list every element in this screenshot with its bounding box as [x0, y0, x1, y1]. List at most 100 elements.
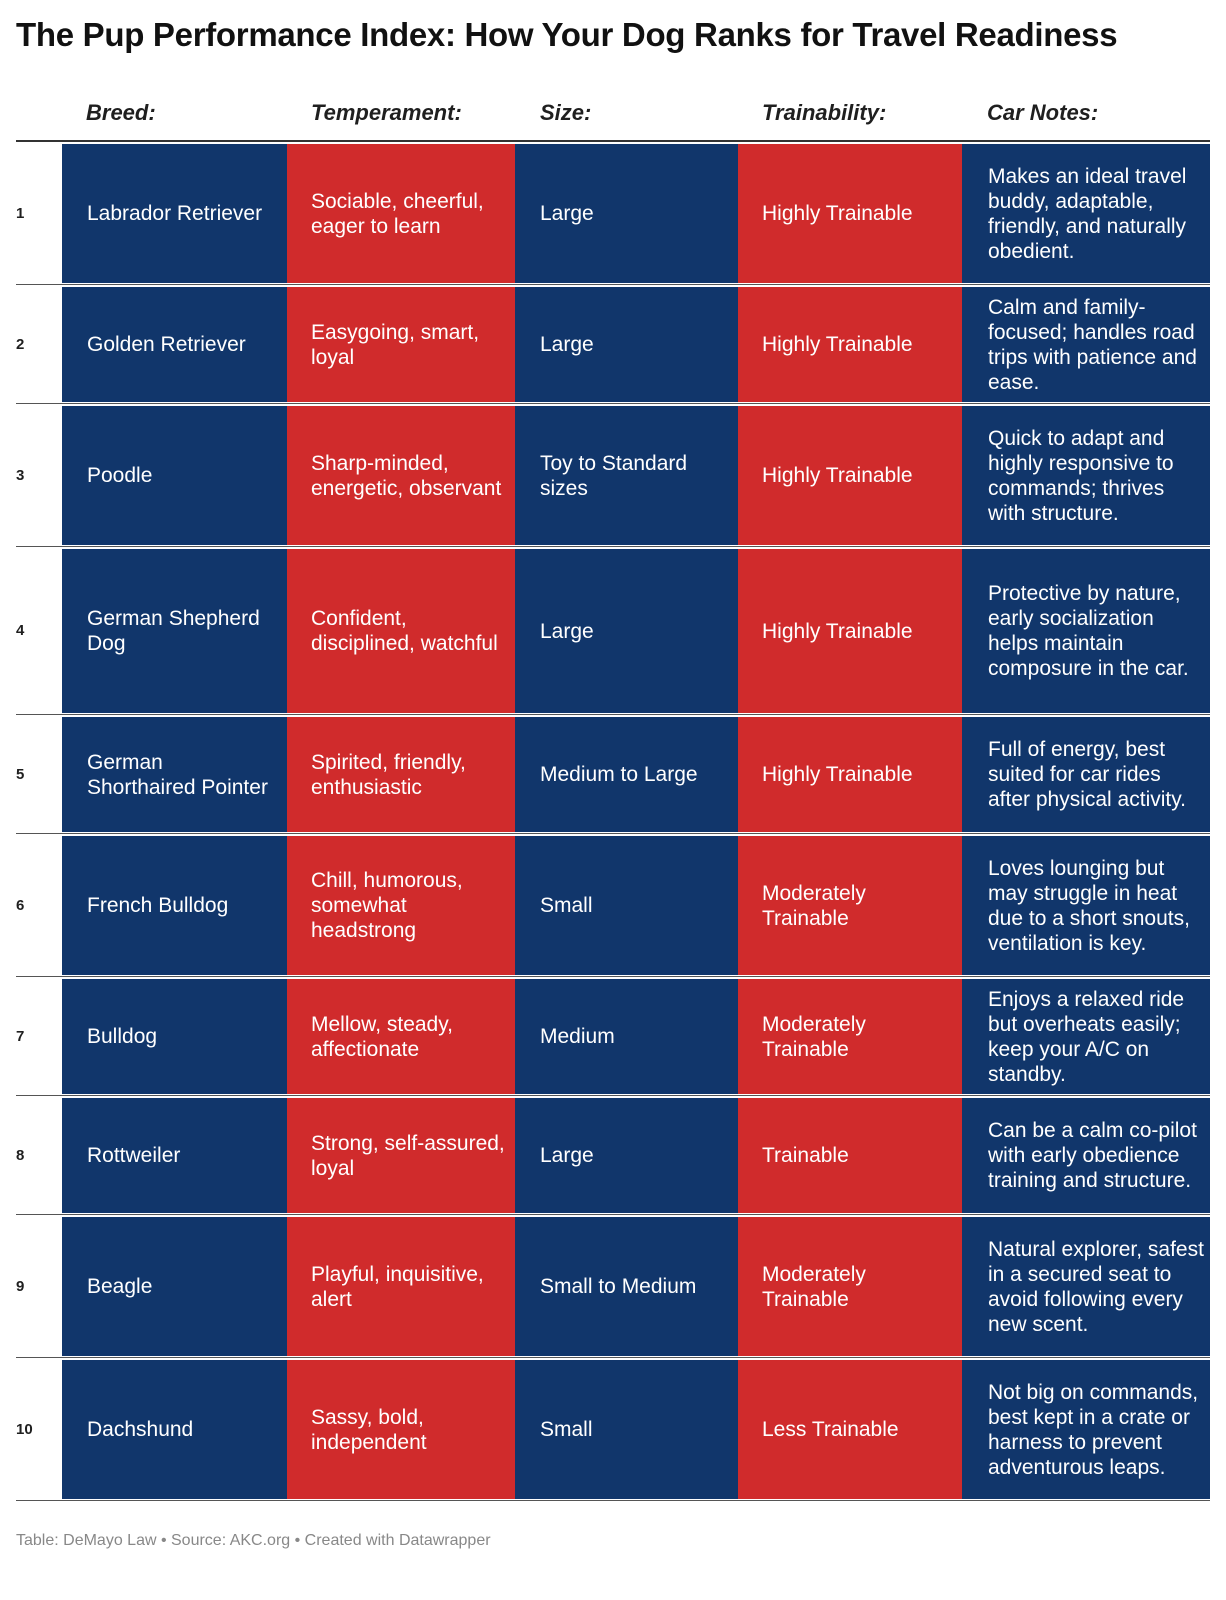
cell-size-text: Small	[540, 1418, 593, 1441]
table-row: 3 Poodle Sharp-minded, energetic, observan…	[16, 404, 1210, 547]
cell-temperament: Strong, self-assured, loyal	[287, 1098, 515, 1213]
cell-breed-text: German Shorthaired Pointer	[87, 750, 268, 799]
cell-temperament: Easygoing, smart, loyal	[287, 287, 515, 402]
cell-trainability-text: Moderately Trainable	[762, 1262, 866, 1311]
cell-size-text: Large	[540, 202, 594, 225]
cell-size-text: Large	[540, 1144, 594, 1167]
cell-size-text: Medium	[540, 1025, 615, 1048]
cell-size: Toy to Standard sizes	[515, 406, 738, 545]
row-rank: 2	[16, 335, 25, 353]
cell-car-notes-text: Full of energy, best suited for car ride…	[988, 738, 1187, 811]
cell-temperament: Chill, humorous, somewhat headstrong	[287, 836, 515, 975]
page-title: The Pup Performance Index: How Your Dog …	[16, 16, 1118, 53]
table-footer: Table: DeMayo Law • Source: AKC.org • Cr…	[16, 1532, 491, 1549]
cell-car-notes-text: Quick to adapt and highly responsive to …	[988, 426, 1174, 525]
cell-trainability-text: Moderately Trainable	[762, 1012, 866, 1061]
cell-trainability-text: Highly Trainable	[762, 619, 913, 643]
cell-size: Large	[515, 1098, 738, 1213]
cell-breed: Rottweiler	[62, 1098, 287, 1213]
table-body: 1 Labrador Retriever Sociable, cheerful, e…	[16, 142, 1210, 1501]
cell-size-text: Toy to Standard sizes	[540, 451, 688, 500]
cell-breed: Dachshund	[62, 1360, 287, 1499]
cell-trainability-text: Highly Trainable	[762, 202, 913, 225]
cell-breed-text: Labrador Retriever	[87, 202, 263, 225]
cell-temperament-text: Playful, inquisitive, alert	[311, 1262, 484, 1311]
cell-temperament-text: Mellow, steady, affectionate	[311, 1012, 454, 1061]
cell-temperament: Sharp-minded, energetic, observant	[287, 406, 515, 545]
cell-car-notes-text: Enjoys a relaxed ride but overheats easi…	[988, 987, 1185, 1086]
header-trainability: Trainability:	[762, 100, 887, 125]
cell-breed-text: Bulldog	[87, 1025, 158, 1048]
cell-car-notes: Protective by nature, early socializatio…	[962, 549, 1210, 713]
cell-breed-text: Rottweiler	[87, 1144, 181, 1167]
cell-trainability: Trainable	[738, 1098, 962, 1213]
cell-car-notes: Can be a calm co-pilot with early obedie…	[962, 1098, 1210, 1213]
table-row: 10 Dachshund Sassy, bold, independent Small…	[16, 1358, 1210, 1501]
cell-breed: French Bulldog	[62, 836, 287, 975]
cell-size: Large	[515, 549, 738, 713]
cell-car-notes-text: Calm and family-focused; handles road tr…	[988, 295, 1197, 394]
cell-size: Medium	[515, 979, 738, 1094]
cell-trainability: Highly Trainable	[738, 406, 962, 545]
cell-breed-text: Golden Retriever	[87, 333, 246, 356]
cell-breed: German Shorthaired Pointer	[62, 717, 287, 832]
cell-temperament-text: Chill, humorous, somewhat headstrong	[311, 869, 463, 942]
cell-trainability-text: Moderately Trainable	[762, 881, 866, 930]
cell-temperament-text: Sociable, cheerful, eager to learn	[311, 189, 484, 238]
header-car-notes: Car Notes:	[987, 100, 1099, 125]
cell-size-text: Small to Medium	[540, 1275, 697, 1298]
cell-size: Small	[515, 836, 738, 975]
row-rank: 7	[16, 1027, 25, 1045]
cell-car-notes: Makes an ideal travel buddy, adaptable, …	[962, 144, 1210, 283]
cell-trainability-text: Less Trainable	[762, 1418, 899, 1441]
cell-temperament: Spirited, friendly, enthusiastic	[287, 717, 515, 832]
cell-temperament-text: Sharp-minded, energetic, observant	[311, 451, 502, 500]
row-rank: 10	[16, 1420, 33, 1438]
cell-breed-text: Poodle	[87, 464, 153, 487]
row-rank: 6	[16, 896, 25, 914]
cell-temperament-text: Confident, disciplined, watchful	[311, 607, 498, 655]
cell-size: Small	[515, 1360, 738, 1499]
header-breed: Breed:	[86, 100, 156, 125]
cell-breed-text: Dachshund	[87, 1418, 194, 1441]
cell-trainability-text: Highly Trainable	[762, 464, 913, 487]
cell-trainability: Moderately Trainable	[738, 979, 962, 1094]
cell-breed: Bulldog	[62, 979, 287, 1094]
cell-car-notes-text: Can be a calm co-pilot with early obedie…	[988, 1119, 1197, 1192]
cell-size-text: Small	[540, 894, 593, 917]
cell-car-notes: Calm and family-focused; handles road tr…	[962, 287, 1210, 402]
cell-breed-text: French Bulldog	[87, 894, 229, 917]
row-rank: 9	[16, 1277, 25, 1295]
table-row: 1 Labrador Retriever Sociable, cheerful, e…	[16, 142, 1210, 285]
cell-size: Small to Medium	[515, 1217, 738, 1356]
breed-table: Breed: Temperament: Size: Trainability: …	[16, 92, 1210, 1501]
cell-car-notes: Enjoys a relaxed ride but overheats easi…	[962, 979, 1210, 1094]
cell-breed: Labrador Retriever	[62, 144, 287, 283]
table-header: Breed: Temperament: Size: Trainability: …	[16, 92, 1210, 142]
cell-car-notes: Quick to adapt and highly responsive to …	[962, 406, 1210, 545]
header-temperament: Temperament:	[311, 100, 462, 125]
row-rank: 5	[16, 765, 25, 783]
cell-trainability: Moderately Trainable	[738, 836, 962, 975]
cell-breed: Beagle	[62, 1217, 287, 1356]
cell-trainability: Highly Trainable	[738, 549, 962, 713]
cell-size: Large	[515, 144, 738, 283]
table-row: 5 German Shorthaired Pointer Spirited, fri…	[16, 715, 1210, 834]
cell-temperament-text: Strong, self-assured, loyal	[311, 1131, 505, 1180]
cell-temperament-text: Sassy, bold, independent	[311, 1405, 427, 1454]
cell-size-text: Medium to Large	[540, 763, 698, 786]
cell-temperament: Confident, disciplined, watchful	[287, 549, 515, 713]
table-row: 4 German Shepherd Dog Confident, disciplin…	[16, 547, 1210, 715]
cell-trainability-text: Highly Trainable	[762, 333, 913, 356]
cell-temperament: Sassy, bold, independent	[287, 1360, 515, 1499]
cell-car-notes: Natural explorer, safest in a secured se…	[962, 1217, 1210, 1356]
cell-car-notes-text: Natural explorer, safest in a secured se…	[988, 1237, 1204, 1336]
row-rank: 1	[16, 204, 25, 222]
cell-size: Large	[515, 287, 738, 402]
cell-temperament-text: Easygoing, smart, loyal	[311, 320, 480, 369]
cell-size: Medium to Large	[515, 717, 738, 832]
cell-size-text: Large	[540, 619, 594, 643]
cell-size-text: Large	[540, 333, 594, 356]
cell-trainability: Highly Trainable	[738, 287, 962, 402]
cell-trainability-text: Highly Trainable	[762, 763, 913, 786]
